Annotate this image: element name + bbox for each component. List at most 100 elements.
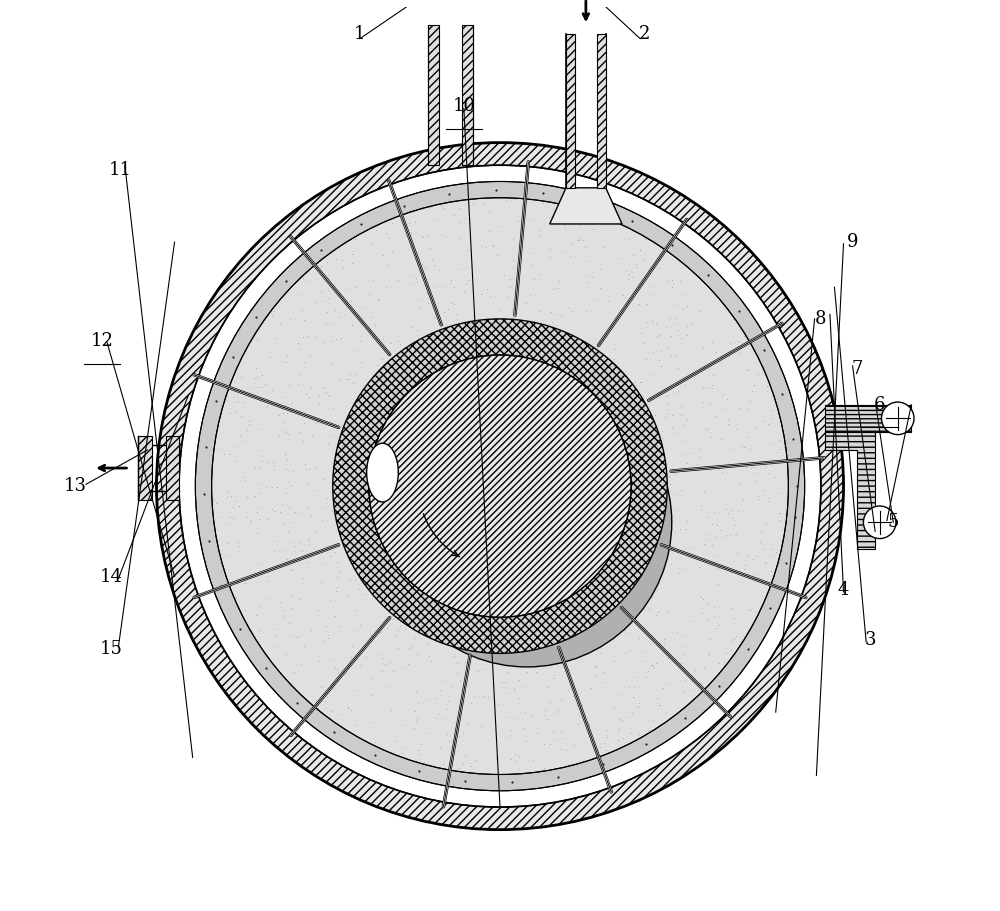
Point: [632, 375, 648, 390]
Point: [254, 454, 270, 468]
Point: [631, 695, 647, 710]
Point: [554, 356, 570, 371]
Point: [300, 476, 316, 490]
Point: [252, 623, 268, 638]
Point: [663, 557, 679, 571]
Point: [345, 244, 361, 259]
Point: [591, 371, 607, 385]
Point: [453, 626, 469, 640]
Point: [274, 543, 290, 558]
Point: [631, 631, 647, 646]
Point: [419, 535, 435, 549]
Point: [511, 640, 527, 654]
Point: [396, 505, 412, 519]
Point: [609, 455, 625, 469]
Point: [415, 498, 431, 513]
Point: [736, 439, 752, 454]
Point: [651, 327, 667, 342]
Point: [636, 335, 652, 350]
Point: [725, 312, 741, 326]
Point: [303, 381, 319, 395]
Point: [377, 523, 393, 537]
Point: [552, 352, 568, 366]
Point: [390, 640, 406, 655]
Point: [586, 660, 602, 675]
Point: [338, 281, 354, 296]
Point: [488, 535, 504, 549]
Point: [645, 660, 661, 674]
Point: [610, 581, 626, 596]
Point: [405, 551, 421, 566]
Point: [409, 401, 425, 415]
Point: [243, 413, 259, 427]
Point: [578, 303, 594, 318]
Point: [746, 567, 762, 581]
Point: [631, 296, 647, 311]
Point: [535, 440, 551, 455]
Point: [264, 384, 280, 398]
Point: [742, 394, 758, 408]
Point: [538, 421, 554, 435]
FancyBboxPatch shape: [166, 436, 179, 500]
Point: [422, 342, 438, 356]
Point: [490, 502, 506, 517]
Point: [499, 595, 515, 609]
Point: [709, 518, 725, 533]
Point: [535, 196, 551, 210]
Point: [432, 491, 448, 506]
Point: [685, 614, 701, 629]
Point: [720, 416, 736, 431]
Point: [423, 362, 439, 376]
Point: [228, 594, 244, 609]
Point: [664, 407, 680, 422]
Point: [559, 493, 575, 507]
Point: [542, 436, 558, 451]
Point: [428, 538, 444, 553]
Point: [403, 225, 419, 240]
Point: [437, 543, 453, 558]
Point: [299, 501, 315, 516]
Point: [290, 506, 306, 520]
Point: [259, 574, 275, 589]
Point: [429, 279, 445, 293]
Point: [460, 716, 476, 731]
Point: [748, 474, 764, 488]
Point: [357, 587, 373, 601]
Point: [396, 606, 412, 620]
Point: [743, 602, 759, 617]
Point: [432, 447, 448, 462]
Point: [664, 515, 680, 529]
Point: [364, 236, 380, 251]
Point: [677, 672, 693, 687]
Point: [593, 385, 609, 400]
Point: [319, 690, 335, 704]
Point: [295, 271, 311, 286]
Point: [442, 489, 458, 504]
Point: [673, 408, 689, 423]
Point: [621, 643, 637, 658]
Point: [269, 558, 285, 572]
Point: [570, 553, 586, 568]
Point: [725, 442, 741, 456]
Point: [454, 346, 470, 361]
Point: [452, 200, 468, 215]
Point: [461, 198, 477, 212]
Point: [297, 407, 313, 422]
Point: [517, 435, 533, 450]
Point: [516, 533, 532, 548]
Point: [427, 327, 443, 342]
Point: [606, 337, 622, 352]
Point: [678, 521, 694, 536]
Point: [721, 349, 737, 363]
Point: [570, 448, 586, 463]
Point: [655, 681, 671, 695]
Point: [320, 282, 336, 297]
Point: [403, 482, 419, 496]
Point: [281, 616, 297, 630]
Point: [510, 431, 526, 445]
Point: [446, 296, 462, 311]
Point: [694, 503, 710, 517]
Point: [407, 704, 423, 719]
Point: [613, 687, 629, 701]
Point: [543, 304, 559, 319]
